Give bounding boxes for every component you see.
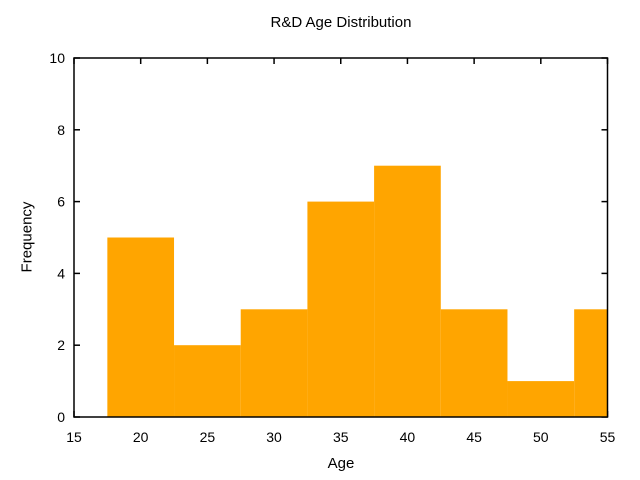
x-tick-label: 55 [600, 429, 616, 445]
y-tick-label: 6 [57, 194, 65, 210]
histogram-bar [374, 165, 441, 417]
histogram-bar [574, 309, 608, 417]
y-tick-label: 4 [57, 265, 65, 281]
histogram-bar [240, 309, 308, 417]
x-tick-label: 35 [333, 429, 349, 445]
x-tick-label: 30 [266, 429, 282, 445]
chart-title: R&D Age Distribution [270, 14, 412, 31]
histogram-bar [174, 345, 241, 417]
histogram-bar [307, 201, 375, 417]
x-tick-label: 25 [200, 429, 216, 445]
x-tick-label: 20 [133, 429, 149, 445]
y-tick-label: 10 [49, 50, 65, 66]
y-tick-label: 8 [57, 122, 65, 138]
x-tick-label: 50 [533, 429, 549, 445]
histogram-bar [440, 309, 508, 417]
x-tick-label: 45 [466, 429, 482, 445]
y-tick-label: 2 [57, 337, 65, 353]
plot-border [73, 57, 609, 418]
x-axis-label: Age [327, 455, 355, 472]
histogram-bar [507, 381, 575, 417]
histogram-bar [107, 237, 175, 417]
x-tick-label: 40 [400, 429, 416, 445]
y-tick-label: 0 [57, 409, 65, 425]
x-tick-label: 15 [66, 429, 82, 445]
